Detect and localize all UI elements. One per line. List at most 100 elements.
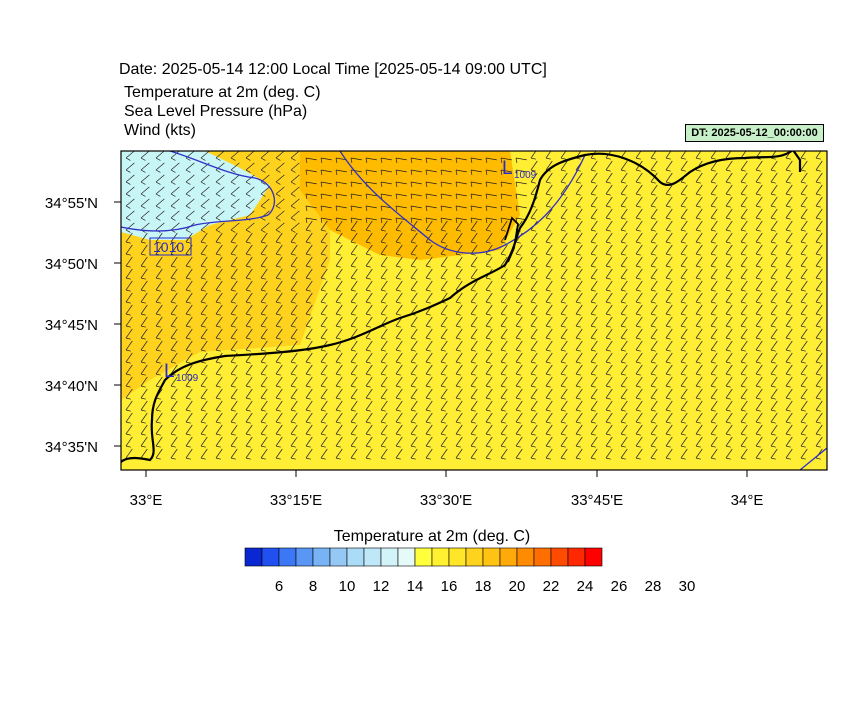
- wind-barb: [245, 186, 255, 197]
- wind-barb: [725, 220, 733, 232]
- wind-barb: [335, 412, 343, 424]
- wind-barb: [170, 292, 178, 304]
- colorbar-swatch: [244, 547, 263, 567]
- wind-barb: [350, 268, 358, 280]
- wind-barb: [350, 448, 358, 460]
- wind-barb: [485, 352, 493, 364]
- wind-barb: [335, 220, 343, 232]
- wind-barb: [650, 256, 658, 268]
- wind-barb: [125, 280, 133, 292]
- wind-barb: [560, 316, 568, 328]
- wind-barb: [560, 184, 568, 196]
- wind-barb: [365, 448, 373, 460]
- wind-barb: [815, 412, 823, 424]
- wind-barb: [215, 328, 223, 340]
- wind-barb: [455, 388, 463, 400]
- wind-barb: [275, 304, 283, 316]
- wind-barb: [455, 292, 463, 304]
- wind-barb: [665, 172, 673, 184]
- wind-barb: [695, 196, 703, 208]
- wind-barb: [815, 160, 823, 172]
- wind-barb: [665, 160, 673, 172]
- wind-barb: [635, 184, 643, 196]
- wind-barb: [605, 424, 613, 436]
- wind-barb: [515, 364, 523, 376]
- wind-barb: [560, 400, 568, 412]
- wind-barb: [545, 232, 553, 244]
- wind-barb: [515, 316, 523, 328]
- wind-barb: [620, 220, 628, 232]
- wind-barb: [605, 208, 613, 220]
- wind-barb: [620, 160, 628, 172]
- wind-barb: [800, 196, 808, 208]
- wind-barb: [470, 388, 478, 400]
- wind-barb: [800, 220, 808, 232]
- wind-barb: [290, 198, 300, 209]
- wind-barb: [785, 316, 793, 328]
- wind-barb: [455, 448, 463, 460]
- wind-barb: [725, 352, 733, 364]
- wind-barb: [680, 160, 688, 172]
- wind-barb: [260, 244, 268, 256]
- wind-barb: [410, 268, 418, 280]
- wind-barb: [290, 424, 298, 436]
- wind-barb: [380, 340, 388, 352]
- wind-barb: [320, 232, 328, 244]
- wind-barb: [335, 268, 343, 280]
- wind-barb: [230, 151, 240, 161]
- low-pressure-value: 1009: [176, 373, 199, 384]
- wind-barb: [695, 376, 703, 388]
- wind-barb: [740, 184, 748, 196]
- wind-barb: [230, 280, 238, 292]
- wind-barb: [530, 448, 538, 460]
- wind-barb: [695, 364, 703, 376]
- wind-barb: [800, 232, 808, 244]
- wind-barb: [605, 376, 613, 388]
- wind-barb: [635, 448, 643, 460]
- wind-barb: [635, 151, 642, 160]
- wind-barb: [140, 292, 148, 304]
- wind-barb: [695, 412, 703, 424]
- wind-barb: [500, 340, 508, 352]
- wind-barb: [320, 157, 332, 163]
- wind-barb: [470, 352, 478, 364]
- wind-barb: [275, 244, 283, 256]
- wind-barb: [500, 412, 508, 424]
- wind-barb: [650, 268, 658, 280]
- wind-barb: [380, 328, 388, 340]
- wind-barb: [470, 244, 478, 256]
- wind-barb: [290, 304, 298, 316]
- wind-barb: [125, 352, 133, 364]
- wind-barb: [545, 448, 553, 460]
- wind-barb: [695, 436, 703, 448]
- wind-barb: [200, 316, 208, 328]
- wind-barb: [500, 169, 512, 175]
- wind-barb: [725, 208, 733, 220]
- wind-barb: [350, 292, 358, 304]
- wind-barb: [635, 388, 643, 400]
- wind-barb: [605, 256, 613, 268]
- wind-barb: [725, 376, 733, 388]
- wind-barb: [485, 280, 493, 292]
- wind-barb: [395, 268, 403, 280]
- wind-barb: [335, 448, 343, 460]
- wind-barb: [305, 256, 313, 268]
- colorbar-tick-label: 12: [373, 578, 390, 595]
- wind-barb: [575, 184, 583, 196]
- wind-barb: [470, 217, 482, 223]
- wind-barb: [230, 424, 238, 436]
- wind-barb: [470, 448, 478, 460]
- wind-barb: [425, 256, 433, 268]
- wind-barb: [275, 292, 283, 304]
- wind-barb: [230, 244, 238, 256]
- wind-barb: [755, 352, 763, 364]
- wind-barb: [470, 193, 482, 199]
- wind-barb: [230, 316, 238, 328]
- wind-barb: [140, 436, 148, 448]
- wind-barb: [320, 181, 332, 187]
- wind-barb: [185, 448, 193, 460]
- wind-barb: [590, 196, 598, 208]
- wind-barb: [245, 376, 253, 388]
- wind-barb: [800, 340, 808, 352]
- wind-barb: [800, 436, 808, 448]
